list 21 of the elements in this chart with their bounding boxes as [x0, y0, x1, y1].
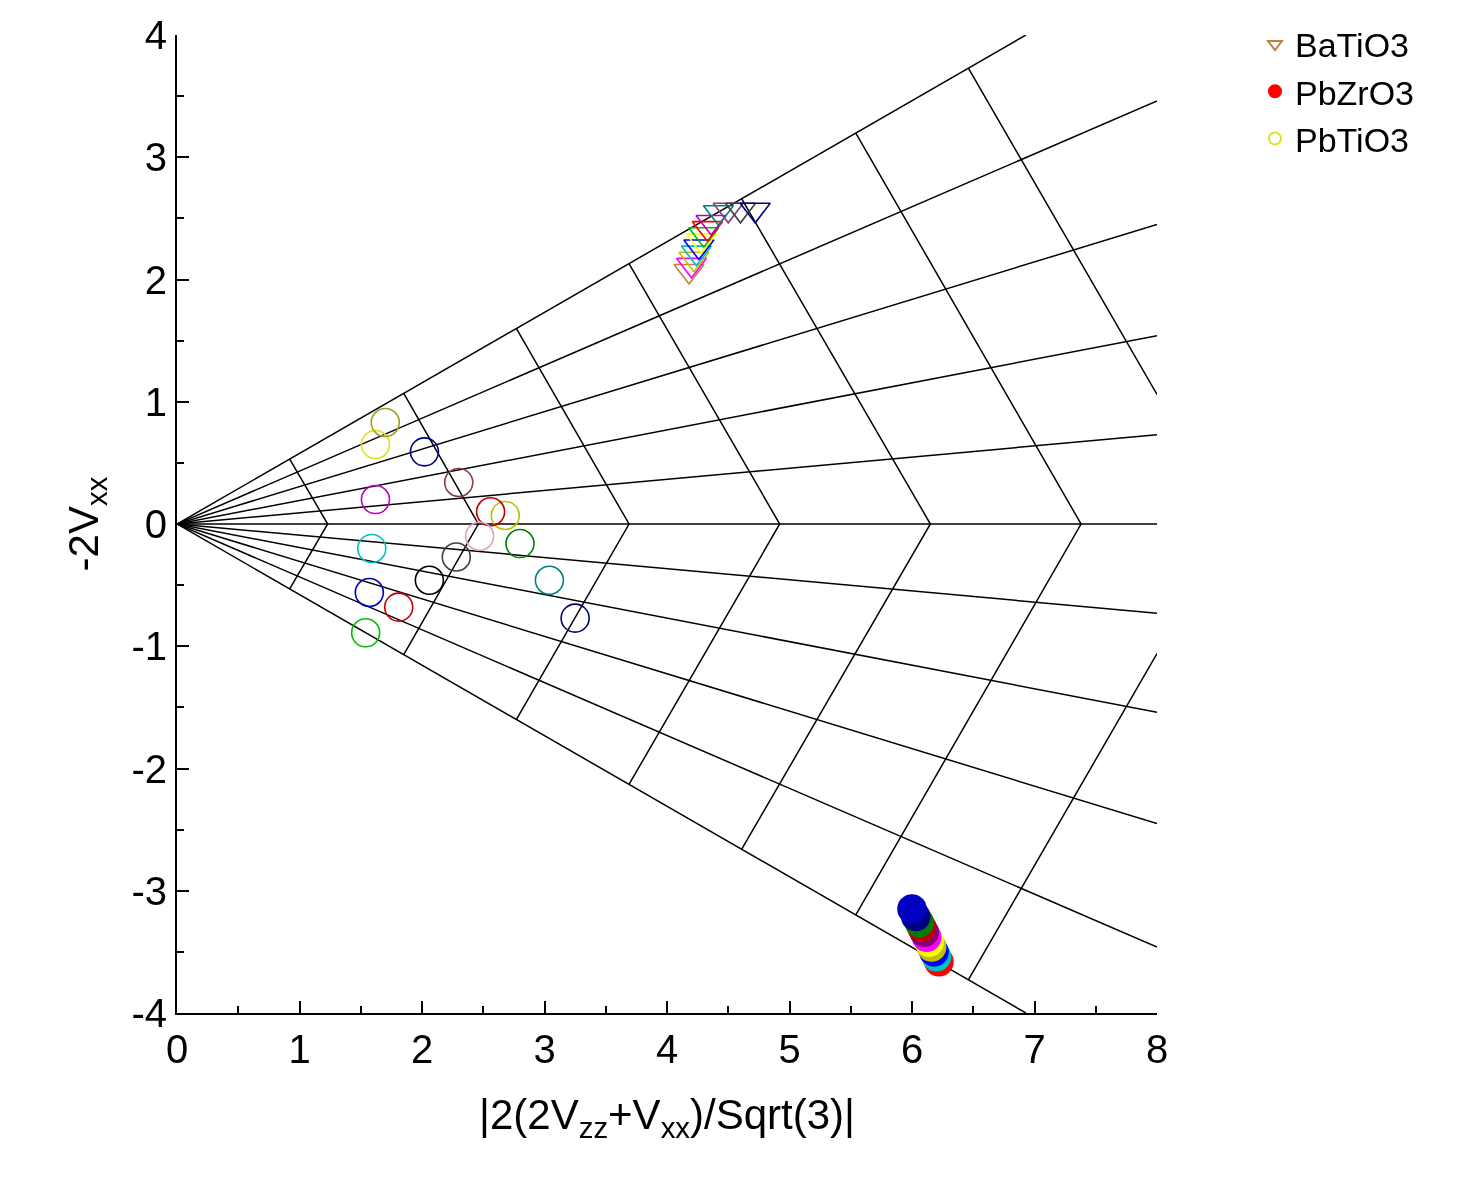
x-tick-label: 7 — [1023, 1027, 1046, 1071]
y-tick-label: -3 — [131, 868, 167, 913]
y-tick-label: 1 — [144, 379, 167, 424]
legend-label: BaTiO3 — [1295, 26, 1410, 65]
y-tick-label: 3 — [144, 135, 167, 180]
legend-label: PbTiO3 — [1295, 120, 1410, 159]
x-tick-label: 6 — [900, 1027, 924, 1071]
x-tick-label: 4 — [655, 1027, 679, 1071]
x-tick-label: 8 — [1145, 1027, 1169, 1071]
y-tick-label: -2 — [131, 746, 167, 791]
y-tick-label: 2 — [144, 257, 167, 302]
x-tick-label: 5 — [778, 1027, 801, 1071]
legend-label: PbZrO3 — [1295, 73, 1415, 112]
y-tick-label: -1 — [131, 624, 167, 669]
y-tick-label: 0 — [144, 502, 167, 546]
y-tick-label: 4 — [144, 13, 167, 57]
x-tick-label: 2 — [410, 1027, 434, 1071]
x-tick-label: 1 — [288, 1027, 311, 1071]
y-tick-label: -4 — [131, 991, 167, 1035]
x-axis-title: |2(2V$_{zz}$+V$_{xx}$)/Sqrt(3)| — [479, 1091, 855, 1145]
x-tick-label: 3 — [533, 1027, 556, 1071]
